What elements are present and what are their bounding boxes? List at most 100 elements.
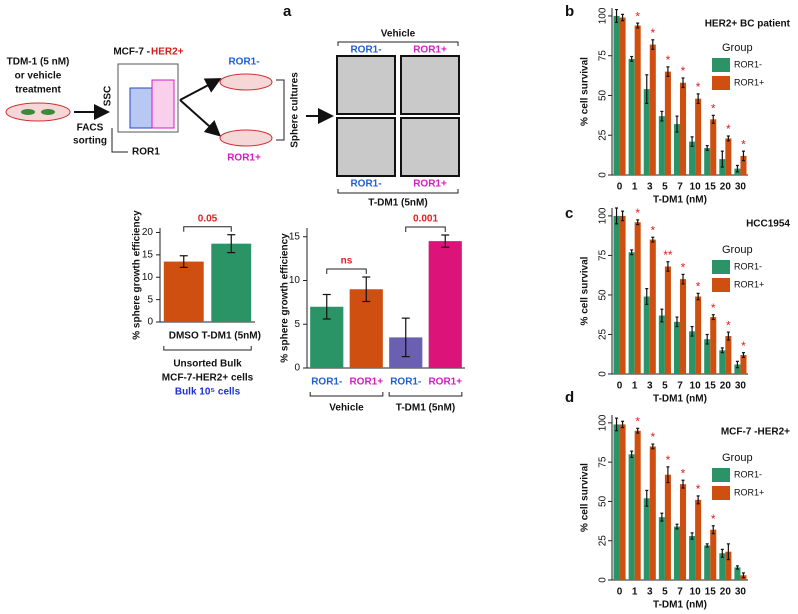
- y-axis-label: % cell survival: [580, 256, 591, 325]
- gate: [151, 79, 175, 129]
- neg-label: ROR1-: [228, 57, 259, 68]
- y-tick-label: 10: [289, 275, 301, 286]
- y-tick-label: 15: [289, 231, 301, 242]
- legend-title: Group: [722, 244, 753, 256]
- x-tick-label: 30: [735, 182, 747, 193]
- chart-title: HER2+ BC patient: [705, 19, 791, 30]
- bar: [704, 339, 711, 374]
- bar: [349, 289, 383, 368]
- y-tick-label: 0: [598, 371, 609, 377]
- bar: [704, 147, 711, 175]
- bar: [658, 116, 665, 175]
- significance: *: [726, 318, 731, 332]
- micrograph: [336, 55, 396, 115]
- bracket: [276, 79, 285, 141]
- bar: [163, 261, 204, 322]
- treatment-label: treatment: [15, 85, 61, 96]
- significance: *: [666, 53, 671, 67]
- y-tick-label: 50: [598, 495, 609, 507]
- image-group: Vehicle: [381, 29, 416, 40]
- bar: [428, 241, 462, 368]
- significance: *: [741, 137, 746, 151]
- group-bracket: [309, 392, 384, 397]
- image-label: ROR1+: [413, 45, 447, 56]
- group-label: MCF-7-HER2+ cells: [162, 373, 254, 384]
- bar: [719, 350, 726, 374]
- cells: [41, 109, 55, 115]
- y-axis-label: % cell survival: [580, 463, 591, 532]
- significance: *: [635, 206, 640, 220]
- x-tick-label: 10: [690, 381, 702, 392]
- bar: [649, 44, 656, 176]
- comparison-bracket: [326, 268, 367, 274]
- legend-title: Group: [722, 452, 753, 464]
- significance: *: [696, 482, 701, 496]
- axis-arrow: [111, 128, 128, 153]
- legend-title: Group: [722, 42, 753, 54]
- x-tick-label: 10: [690, 587, 702, 598]
- cells: [21, 109, 35, 115]
- x-axis-label: T-DM1 (nM): [653, 195, 707, 206]
- micrograph: [400, 117, 460, 177]
- comparison-label: 0.001: [413, 214, 438, 225]
- y-tick-label: 100: [598, 414, 609, 431]
- x-axis-label: T-DM1 (nM): [653, 394, 707, 405]
- arrow: [179, 78, 222, 101]
- panel-letter: d: [565, 389, 574, 406]
- image-label: ROR1-: [350, 179, 381, 190]
- bar: [725, 551, 732, 580]
- x-axis-label: T-DM1 (nM): [653, 600, 707, 611]
- significance: *: [650, 26, 655, 40]
- group-bracket: [163, 346, 252, 351]
- panel-letter: b: [565, 3, 574, 20]
- y-tick-label: 100: [598, 207, 609, 224]
- y-tick-label: 25: [598, 535, 609, 547]
- y-tick-label: 0: [598, 172, 609, 178]
- y-axis-label: % sphere growth efficiency: [132, 210, 143, 340]
- legend-swatch: [712, 486, 730, 500]
- bar: [634, 430, 641, 580]
- schematic: a TDM-1 (5 nM) or vehicle treatment FACS…: [5, 3, 460, 209]
- group-label: Vehicle: [329, 403, 364, 414]
- group-note: Bulk 10⁵ cells: [175, 387, 241, 398]
- bar: [649, 239, 656, 374]
- x-tick-label: ROR1-: [311, 377, 342, 388]
- treatment-label: or vehicle: [15, 71, 62, 82]
- legend-label: ROR1+: [734, 487, 764, 497]
- y-tick-label: 25: [598, 328, 609, 340]
- x-tick-label: 15: [705, 381, 717, 392]
- x-tick-label: 1: [632, 182, 638, 193]
- bar: [634, 222, 641, 374]
- x-tick-label: 20: [720, 381, 732, 392]
- x-tick-label: 30: [735, 381, 747, 392]
- x-tick-label: 20: [720, 182, 732, 193]
- culture-label: Sphere cultures: [290, 72, 301, 148]
- x-tick-label: 5: [662, 381, 668, 392]
- group-label: Unsorted Bulk: [173, 359, 242, 370]
- y-tick-label: 5: [294, 319, 300, 330]
- legend-label: ROR1-: [734, 261, 762, 271]
- bar: [628, 58, 635, 176]
- y-tick-label: 20: [142, 227, 154, 238]
- y-tick-label: 0: [294, 363, 300, 374]
- comparison-bracket: [183, 226, 232, 232]
- bar: [613, 424, 620, 580]
- treatment-label: TDM-1 (5 nM): [7, 57, 70, 68]
- y-tick-label: 100: [598, 7, 609, 24]
- bar: [725, 138, 732, 175]
- y-tick-label: 75: [598, 50, 609, 62]
- significance: *: [681, 261, 686, 275]
- cell-line-marker: HER2+: [151, 47, 184, 58]
- sorting-label: sorting: [73, 136, 107, 147]
- chart-title: MCF-7 -HER2+: [721, 427, 790, 438]
- bar: [740, 155, 747, 175]
- pos-label: ROR1+: [227, 153, 261, 164]
- y-axis-label: % cell survival: [580, 57, 591, 126]
- cell-line: MCF-7 -: [113, 47, 150, 58]
- x-tick-label: 30: [735, 587, 747, 598]
- bracket: [337, 189, 459, 194]
- group-bracket: [388, 392, 463, 397]
- x-tick-label: T-DM1 (5nM): [202, 331, 261, 342]
- bar: [719, 553, 726, 580]
